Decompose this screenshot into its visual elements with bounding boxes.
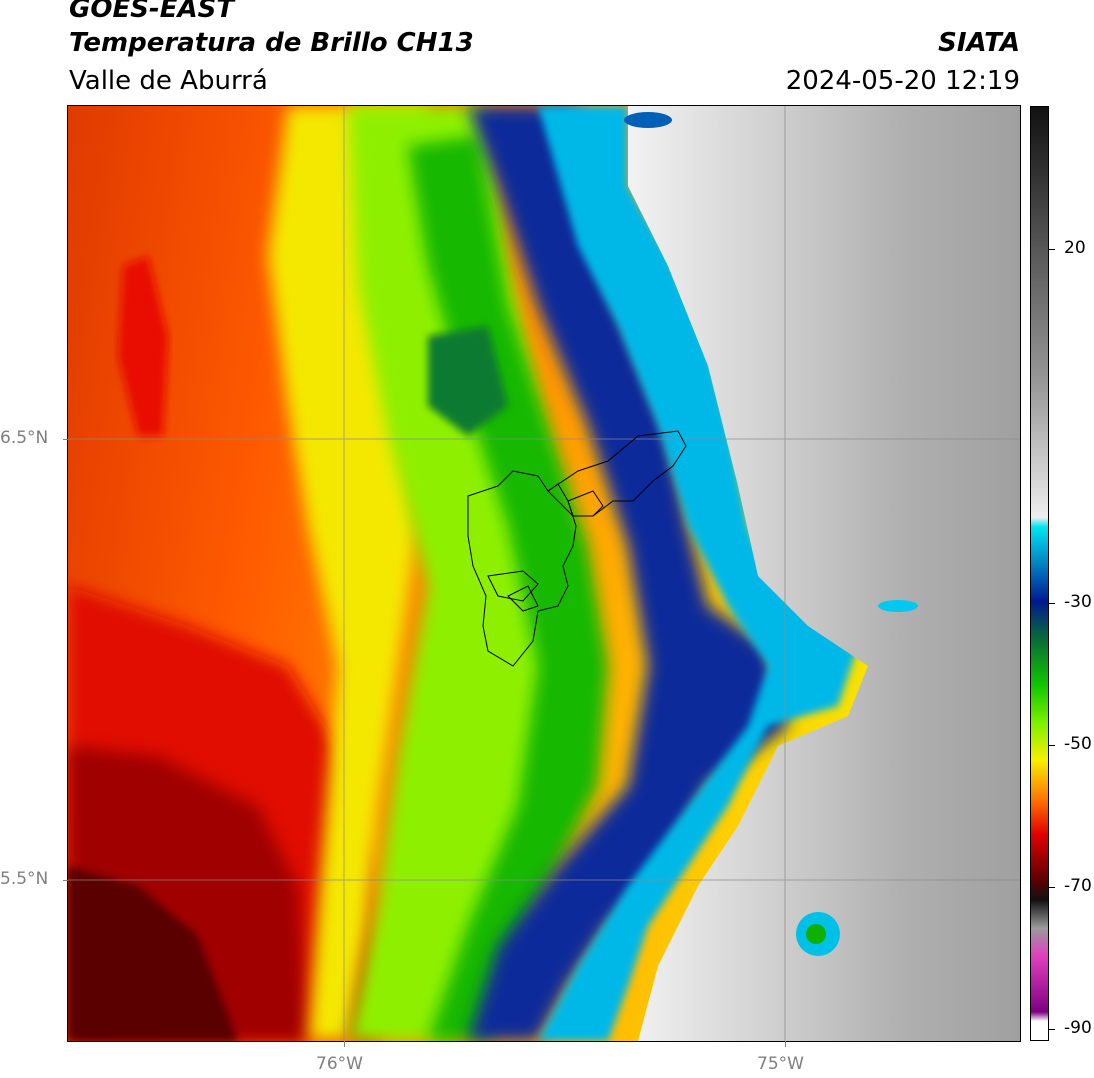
colorbar-tick	[1049, 249, 1055, 250]
gray-region	[628, 106, 1020, 1041]
lon-tick-75w	[785, 1041, 786, 1047]
datetime-label: 2024-05-20 12:19	[785, 66, 1020, 96]
lat-label-5-5: 5.5°N	[0, 869, 49, 889]
colorbar-tick	[1049, 887, 1055, 888]
navy-band	[468, 106, 788, 1041]
red-streak	[118, 256, 168, 436]
organization-label: SIATA	[938, 28, 1020, 58]
colorbar-label: -70	[1064, 876, 1092, 896]
gridlines	[68, 106, 1020, 1041]
colorbar-label: 20	[1064, 238, 1086, 258]
colorbar-tick	[1049, 1029, 1055, 1030]
lat-label-6-5: 6.5°N	[0, 428, 49, 448]
cyan-edge	[538, 106, 858, 1041]
colorbar-label: -50	[1064, 734, 1092, 754]
lat-tick-5-5	[63, 880, 68, 881]
deep-green-patch	[428, 326, 508, 436]
colorbar	[1030, 106, 1049, 1041]
lon-label-75w: 75°W	[757, 1054, 804, 1074]
lon-tick-76w	[344, 1041, 345, 1047]
municipality-boundaries	[467, 430, 687, 667]
cyan-cell-east	[878, 600, 918, 612]
satellite-title: GOES-EAST	[69, 0, 235, 24]
satellite-map	[68, 106, 1020, 1041]
colorbar-tick	[1049, 745, 1055, 746]
lon-label-76w: 76°W	[316, 1054, 363, 1074]
product-title: Temperatura de Brillo CH13	[69, 28, 474, 58]
brightness-temperature-field	[68, 106, 1020, 1041]
isolated-cell-core	[806, 924, 826, 944]
maroon-region	[68, 866, 238, 1041]
region-subtitle: Valle de Aburrá	[69, 66, 268, 96]
lat-tick-6-5	[63, 439, 68, 440]
colorbar-tick	[1049, 603, 1055, 604]
colorbar-label: -30	[1064, 592, 1092, 612]
colorbar-label: -90	[1064, 1018, 1092, 1038]
cyan-cell-north	[624, 112, 672, 128]
